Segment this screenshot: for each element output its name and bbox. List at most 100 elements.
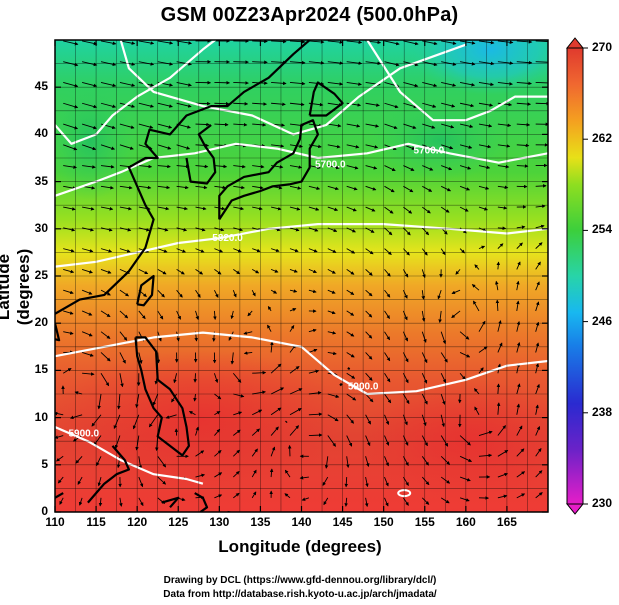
wind-arrow — [365, 144, 379, 149]
wind-arrow — [157, 123, 173, 129]
wind-arrow — [384, 40, 400, 46]
wind-arrow — [516, 403, 521, 415]
wind-arrow — [63, 165, 77, 169]
wind-arrow — [251, 428, 260, 436]
wind-arrow — [132, 414, 140, 430]
wind-arrow — [119, 144, 134, 150]
wind-arrow — [471, 284, 480, 291]
wind-arrow — [384, 185, 395, 193]
wind-arrow — [365, 123, 380, 128]
wind-arrow — [271, 40, 287, 44]
wind-arrow — [422, 165, 434, 171]
coastline — [285, 420, 288, 424]
wind-arrow — [451, 289, 461, 295]
wind-arrow — [422, 123, 436, 129]
contour-label: 5900.0 — [348, 381, 379, 392]
wind-arrow — [157, 310, 164, 320]
wind-arrow — [152, 393, 159, 406]
wind-arrow — [173, 373, 178, 384]
wind-arrow — [459, 206, 469, 212]
wind-arrow — [327, 61, 344, 65]
wind-arrow — [496, 402, 501, 415]
wind-arrow — [82, 227, 94, 232]
wind-arrow — [63, 123, 79, 130]
contour-label: 5700.0 — [315, 159, 346, 170]
wind-arrow — [100, 61, 117, 67]
wind-arrow — [308, 165, 321, 170]
wind-arrow — [327, 268, 336, 274]
wind-arrow — [403, 102, 418, 109]
wind-arrow — [478, 227, 487, 232]
warm-region-south — [55, 350, 350, 490]
wind-arrow — [289, 408, 302, 416]
wind-arrow — [478, 123, 493, 128]
wind-arrow — [478, 430, 493, 436]
wind-arrow — [117, 393, 121, 410]
wind-arrow — [365, 352, 373, 360]
wind-arrow — [233, 269, 241, 275]
wind-arrow — [157, 456, 167, 468]
wind-arrow — [63, 102, 79, 109]
wind-arrow — [188, 410, 196, 416]
wind-arrow — [289, 388, 303, 395]
wind-arrow — [440, 352, 448, 363]
wind-arrow — [308, 369, 320, 374]
wind-arrow — [138, 310, 146, 320]
wind-arrow — [459, 435, 471, 446]
wind-arrow — [497, 449, 509, 457]
wind-arrow — [138, 227, 150, 232]
wind-arrow — [289, 268, 298, 273]
wind-arrow — [100, 185, 114, 190]
wind-arrow — [384, 165, 396, 172]
wind-arrow — [384, 497, 389, 507]
wind-arrow — [516, 81, 532, 86]
wind-arrow — [176, 289, 183, 298]
wind-arrow — [516, 493, 526, 499]
wind-arrow — [93, 435, 102, 446]
wind-arrow — [100, 144, 116, 150]
x-tick-label: 115 — [86, 515, 106, 529]
wind-arrow — [497, 342, 503, 353]
coastline — [136, 274, 155, 307]
wind-arrow — [496, 383, 501, 395]
wind-arrow — [346, 102, 362, 107]
wind-arrow — [459, 331, 470, 340]
wind-arrow — [535, 448, 542, 457]
wind-arrow — [157, 289, 165, 298]
wind-arrow — [365, 289, 373, 297]
wind-arrow — [346, 456, 350, 468]
wind-arrow — [284, 469, 291, 478]
wind-arrow — [497, 40, 514, 45]
wind-arrow — [516, 164, 529, 168]
wind-arrow — [270, 363, 282, 374]
wind-arrow — [459, 497, 470, 502]
wind-arrow — [214, 450, 222, 457]
wind-arrow — [346, 40, 363, 45]
wind-arrow — [233, 492, 240, 499]
wind-arrow — [289, 325, 295, 332]
wind-arrow — [72, 435, 83, 442]
wind-arrow — [346, 414, 354, 424]
wind-arrow — [308, 268, 317, 274]
wind-arrow — [478, 144, 492, 149]
wind-arrow — [346, 289, 355, 295]
wind-arrow — [384, 414, 390, 425]
wind-arrow — [270, 387, 285, 395]
wind-arrow — [176, 40, 192, 45]
wind-arrow — [195, 248, 205, 253]
wind-arrow — [243, 331, 253, 335]
wind-arrow — [535, 470, 543, 478]
wind-arrow — [497, 226, 507, 231]
wind-arrow — [474, 388, 480, 395]
wind-arrow — [346, 393, 357, 401]
wind-arrow — [384, 456, 389, 467]
colorbar-tick-label: 270 — [592, 40, 613, 54]
wind-arrow — [63, 268, 75, 274]
wind-arrow — [100, 227, 113, 232]
colorbar — [565, 37, 588, 515]
wind-arrow — [78, 497, 83, 506]
wind-arrow — [289, 248, 299, 253]
wind-arrow — [365, 435, 371, 447]
wind-arrow — [384, 206, 394, 214]
wind-arrow — [157, 248, 168, 253]
